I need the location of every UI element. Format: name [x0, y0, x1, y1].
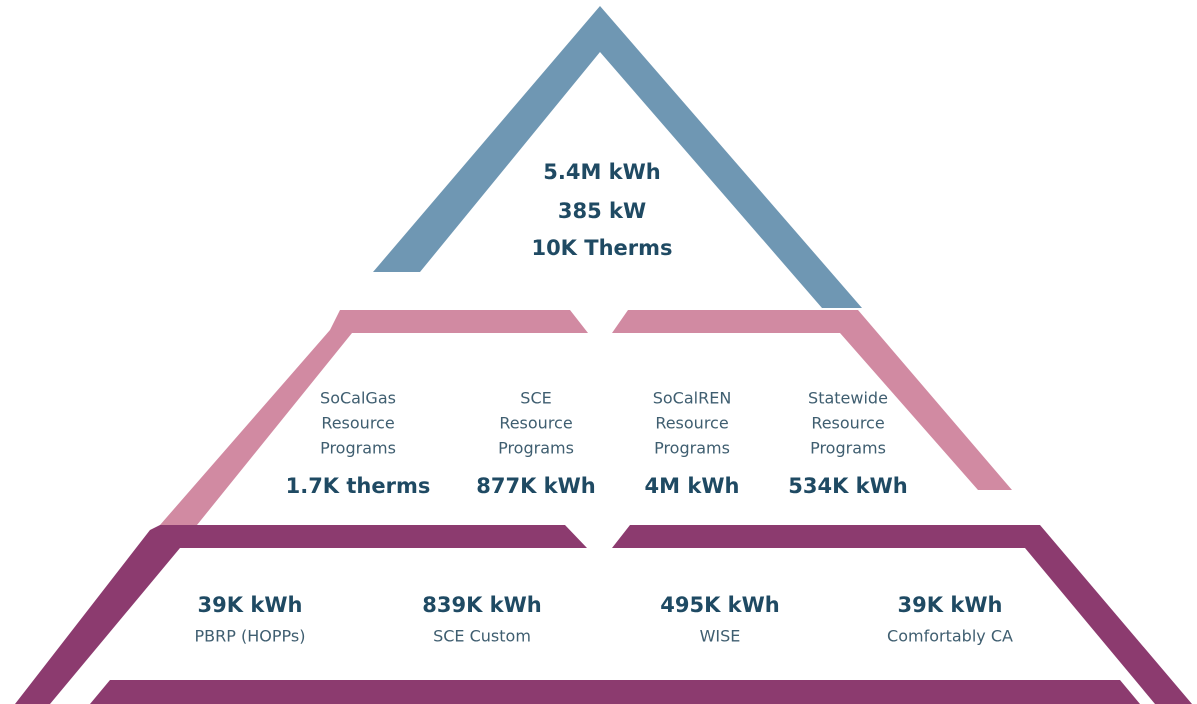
- middle-left-frame: [160, 310, 588, 525]
- program-label: Resource: [655, 414, 728, 433]
- bottom-right-frame: [612, 525, 1192, 704]
- top-metric: 5.4M kWh: [543, 160, 661, 184]
- program-label: Statewide: [808, 389, 888, 408]
- program-value: 534K kWh: [788, 474, 908, 498]
- program-value: 39K kWh: [198, 593, 303, 617]
- bottom-left-frame: [15, 525, 587, 704]
- bottom-base: [90, 680, 1140, 704]
- program-value: 495K kWh: [660, 593, 780, 617]
- program-value: 877K kWh: [476, 474, 596, 498]
- top-metric: 385 kW: [558, 199, 646, 223]
- program-label: Comfortably CA: [887, 627, 1013, 646]
- program-label: Programs: [654, 439, 730, 458]
- program-label: PBRP (HOPPs): [195, 627, 306, 646]
- program-value: 839K kWh: [422, 593, 542, 617]
- program-label: SoCalREN: [653, 389, 732, 408]
- top-triangle: [373, 6, 862, 308]
- program-label: Resource: [811, 414, 884, 433]
- program-label: SCE Custom: [433, 627, 531, 646]
- program-label: Programs: [320, 439, 396, 458]
- program-label: SCE: [520, 389, 551, 408]
- program-label: WISE: [700, 627, 741, 646]
- program-value: 1.7K therms: [286, 474, 431, 498]
- program-value: 39K kWh: [898, 593, 1003, 617]
- top-metric: 10K Therms: [531, 236, 672, 260]
- program-label: Programs: [810, 439, 886, 458]
- program-label: Resource: [321, 414, 394, 433]
- program-label: SoCalGas: [320, 389, 396, 408]
- program-label: Programs: [498, 439, 574, 458]
- program-value: 4M kWh: [645, 474, 740, 498]
- program-label: Resource: [499, 414, 572, 433]
- middle-right-frame: [612, 310, 1012, 490]
